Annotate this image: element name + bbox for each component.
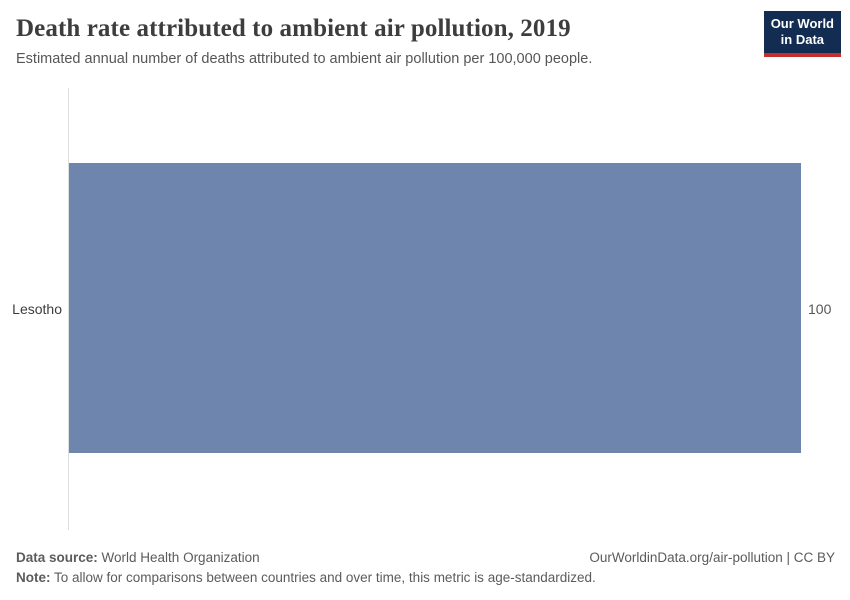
note-line: Note: To allow for comparisons between c… xyxy=(16,568,596,588)
chart-footer: Data source: World Health Organization N… xyxy=(16,548,596,588)
owid-logo[interactable]: Our World in Data xyxy=(763,11,841,57)
y-axis-line xyxy=(68,88,69,530)
attribution-link[interactable]: OurWorldinData.org/air-pollution | CC BY xyxy=(589,550,835,565)
note-label: Note: xyxy=(16,570,51,585)
data-source-value: World Health Organization xyxy=(97,550,260,565)
data-source-label: Data source: xyxy=(16,550,98,565)
owid-logo-line2: in Data xyxy=(780,32,825,48)
category-label-lesotho[interactable]: Lesotho xyxy=(12,301,62,317)
chart-subtitle: Estimated annual number of deaths attrib… xyxy=(16,51,593,67)
bar-value-label: 100 xyxy=(808,301,832,317)
data-source-line: Data source: World Health Organization xyxy=(16,548,596,568)
note-value: To allow for comparisons between countri… xyxy=(50,570,596,585)
owid-logo-line1: Our World xyxy=(770,16,834,31)
plot-area xyxy=(69,163,801,453)
chart-title: Death rate attributed to ambient air pol… xyxy=(16,15,571,42)
bar-lesotho[interactable] xyxy=(69,163,801,453)
